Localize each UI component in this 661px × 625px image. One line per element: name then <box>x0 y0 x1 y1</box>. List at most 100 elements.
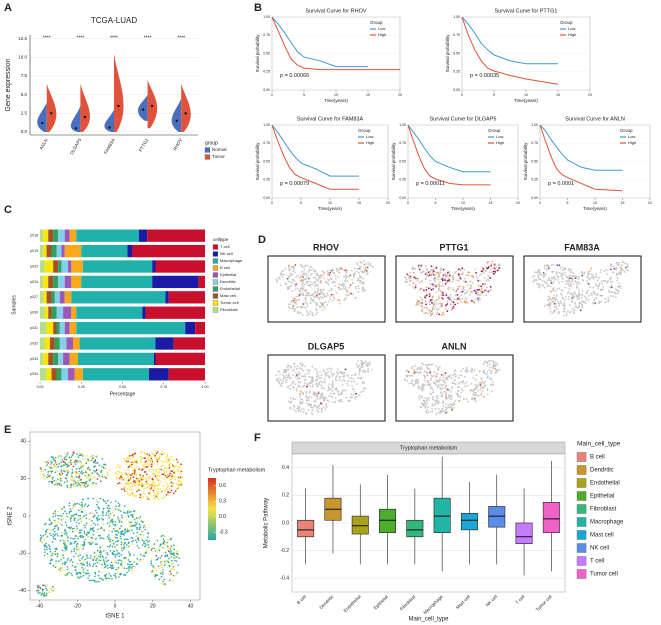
tsne-texture <box>404 359 501 416</box>
texture-dot <box>101 517 103 520</box>
texture-dot <box>176 488 179 491</box>
texture-dot <box>108 577 110 580</box>
texture-dot <box>495 266 498 269</box>
texture-dot <box>440 306 443 308</box>
texture-dot <box>299 402 302 405</box>
texture-dot <box>128 541 130 544</box>
x-tick-label: PTTG1 <box>138 137 150 152</box>
texture-dot <box>570 301 573 304</box>
texture-dot <box>64 510 66 513</box>
texture-dot <box>434 382 437 385</box>
texture-dot <box>560 294 563 296</box>
texture-dot <box>302 278 305 281</box>
bar-segment <box>56 321 60 335</box>
texture-dot <box>65 463 68 466</box>
texture-dot <box>147 476 150 479</box>
texture-dot <box>458 298 460 301</box>
texture-dot <box>115 478 118 480</box>
texture-dot <box>118 509 120 512</box>
texture-dot <box>298 298 301 301</box>
texture-dot <box>279 274 282 276</box>
texture-dot <box>41 591 43 594</box>
texture-dot <box>67 540 69 542</box>
tsne-title: FAM83A <box>564 242 600 252</box>
texture-dot <box>317 278 319 281</box>
texture-dot <box>106 564 109 567</box>
texture-dot <box>305 396 308 399</box>
texture-dot <box>342 268 344 271</box>
texture-dot <box>92 558 94 560</box>
texture-dot <box>92 516 95 518</box>
x-tick-label: DLGAP5 <box>69 137 82 155</box>
texture-dot <box>352 293 354 296</box>
texture-dot <box>487 279 490 282</box>
texture-dot <box>125 463 128 465</box>
texture-dot <box>152 565 155 568</box>
x-tick-label: T cell <box>515 594 526 605</box>
texture-dot <box>419 296 422 299</box>
texture-dot <box>431 407 433 410</box>
texture-dot <box>420 302 423 305</box>
texture-dot <box>414 380 417 383</box>
texture-dot <box>96 531 98 533</box>
legend-label: Mast cell <box>220 293 236 298</box>
texture-dot <box>282 273 285 276</box>
bar-segment <box>43 229 49 242</box>
texture-dot <box>299 401 302 403</box>
texture-dot <box>329 277 332 280</box>
texture-dot <box>461 287 464 290</box>
texture-dot <box>52 565 55 567</box>
texture-dot <box>116 470 119 473</box>
texture-dot <box>428 381 430 384</box>
texture-dot <box>122 542 124 544</box>
texture-dot <box>301 265 304 268</box>
texture-dot <box>61 549 64 552</box>
texture-dot <box>595 294 598 296</box>
texture-dot <box>84 486 87 488</box>
texture-dot <box>544 304 546 307</box>
texture-dot <box>169 548 172 550</box>
texture-dot <box>114 530 117 532</box>
texture-dot <box>539 278 542 280</box>
texture-dot <box>435 313 438 315</box>
texture-dot <box>491 260 494 263</box>
texture-dot <box>465 366 468 369</box>
texture-dot <box>595 297 598 299</box>
texture-dot <box>160 563 162 565</box>
significance: **** <box>177 35 185 41</box>
texture-dot <box>48 523 51 526</box>
texture-dot <box>452 288 455 291</box>
texture-dot <box>455 374 457 376</box>
box <box>379 508 397 533</box>
texture-dot <box>91 459 94 461</box>
texture-dot <box>163 467 165 470</box>
texture-dot <box>360 270 363 273</box>
texture-dot <box>343 374 346 377</box>
texture-dot <box>444 308 446 311</box>
texture-dot <box>47 517 50 520</box>
texture-dot <box>316 394 319 397</box>
texture-dot <box>444 412 447 414</box>
texture-dot <box>430 274 432 277</box>
texture-dot <box>592 278 595 280</box>
texture-dot <box>357 291 360 293</box>
texture-dot <box>300 265 303 267</box>
legend-swatch <box>576 478 587 488</box>
texture-dot <box>295 303 298 305</box>
texture-dot <box>120 553 123 556</box>
texture-dot <box>138 517 141 520</box>
texture-dot <box>150 457 153 460</box>
texture-dot <box>438 285 441 288</box>
texture-dot <box>586 280 588 282</box>
texture-dot <box>356 267 359 270</box>
texture-dot <box>168 466 171 469</box>
texture-dot <box>97 549 99 552</box>
texture-dot <box>444 392 447 395</box>
texture-dot <box>603 270 605 273</box>
texture-dot <box>553 277 555 280</box>
texture-dot <box>89 541 91 544</box>
p-value: p = 0.00035 <box>470 73 499 79</box>
texture-dot <box>133 512 136 515</box>
texture-dot <box>328 375 331 378</box>
texture-dot <box>118 507 120 510</box>
